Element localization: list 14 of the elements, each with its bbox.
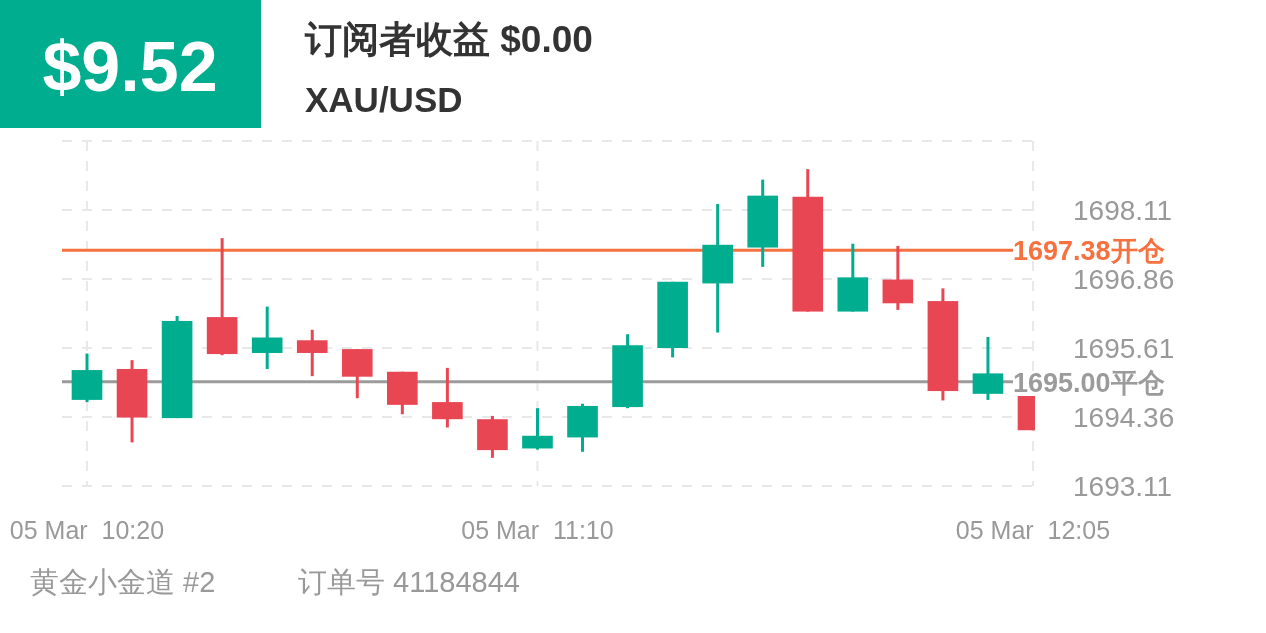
x-tick-label: 05 Mar 12:05	[955, 516, 1111, 544]
x-tick-label: 05 Mar 10:20	[9, 516, 165, 544]
footer: 黄金小金道 #2 订单号 41184844	[30, 566, 520, 598]
ref-line-label: 1697.38开仓	[1013, 236, 1165, 267]
chart-subtitle: XAU/USD	[305, 80, 463, 119]
y-tick-label: 1698.11	[1073, 195, 1173, 226]
x-tick-label: 05 Mar 11:10	[461, 516, 614, 544]
header: $9.52 订阅者收益 $0.00 XAU/USD	[0, 0, 593, 128]
ref-line-label: 1695.00平仓	[1013, 367, 1165, 398]
y-tick-label: 1694.36	[1073, 402, 1175, 433]
chart-title: 订阅者收益 $0.00	[304, 19, 593, 60]
y-tick-label: 1693.11	[1073, 471, 1173, 502]
y-tick-label: 1696.86	[1073, 264, 1175, 295]
y-tick-label: 1695.61	[1073, 333, 1175, 364]
